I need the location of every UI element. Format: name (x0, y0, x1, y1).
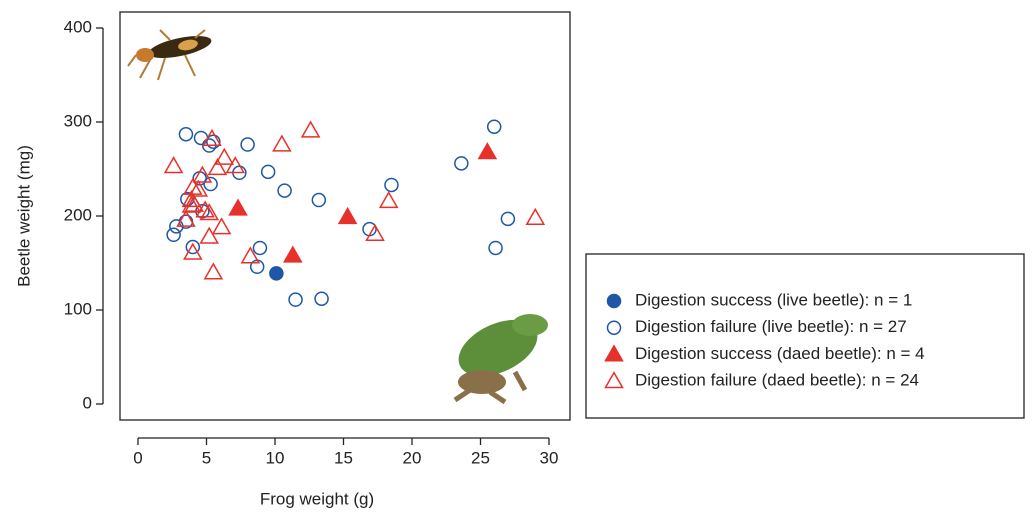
circle-marker (252, 240, 268, 256)
circle-marker (203, 176, 218, 192)
circle-marker (185, 239, 201, 255)
triangle-marker (181, 195, 202, 213)
triangle-marker (192, 165, 213, 183)
triangle-marker (477, 142, 498, 160)
legend-label: Digestion failure (daed beetle): n = 24 (635, 371, 919, 390)
y-tick-label: 300 (64, 111, 92, 130)
x-tick-label: 0 (133, 448, 142, 467)
circle-marker (240, 137, 255, 152)
triangle-marker (195, 200, 215, 218)
x-tick-label: 20 (403, 448, 422, 467)
triangle-marker (283, 245, 303, 263)
triangle-marker (188, 179, 209, 197)
circle-marker (277, 183, 292, 198)
legend-label: Digestion failure (live beetle): n = 27 (635, 317, 907, 336)
circle-marker (311, 192, 327, 208)
y-tick-label: 0 (83, 393, 92, 412)
triangle-marker (525, 207, 546, 226)
triangle-marker (184, 194, 204, 212)
circle-marker (606, 320, 622, 335)
triangle-marker (240, 246, 261, 264)
circle-marker (454, 156, 469, 171)
triangle-marker (225, 156, 246, 174)
triangle-marker (378, 190, 399, 209)
triangle-marker (202, 128, 222, 147)
legend-frame (585, 253, 1025, 419)
circle-marker (166, 227, 181, 243)
y-axis-label: Beetle weight (mg) (14, 145, 33, 287)
circle-marker (269, 266, 284, 281)
triangle-marker (300, 120, 321, 138)
circle-marker (288, 292, 303, 307)
circle-marker (500, 211, 516, 227)
legend-label: Digestion success (daed beetle): n = 4 (635, 344, 925, 363)
triangle-marker (214, 147, 235, 165)
circle-marker (384, 177, 399, 193)
triangle-marker (176, 209, 196, 227)
x-tick-label: 5 (202, 448, 211, 467)
x-tick-label: 10 (266, 448, 285, 467)
triangle-marker (337, 206, 358, 225)
plot-frame (119, 11, 571, 421)
circle-marker (314, 291, 329, 306)
x-tick-label: 15 (334, 448, 353, 467)
triangle-marker (199, 203, 220, 221)
triangle-marker (211, 217, 232, 235)
triangle-marker (272, 134, 292, 152)
circle-marker (486, 119, 502, 134)
triangle-marker (604, 371, 624, 389)
triangle-marker (207, 158, 228, 176)
triangle-marker (365, 223, 385, 241)
y-tick-label: 200 (64, 205, 92, 224)
x-tick-label: 25 (471, 448, 490, 467)
circle-marker (488, 240, 503, 256)
triangle-marker (228, 198, 248, 216)
frog-icon (453, 314, 548, 405)
triangle-marker (183, 242, 203, 260)
circle-marker (606, 293, 622, 309)
triangle-marker (163, 156, 184, 174)
circle-marker (178, 126, 194, 142)
triangle-marker (604, 344, 624, 362)
x-axis-label: Frog weight (g) (260, 489, 374, 508)
legend-label: Digestion success (live beetle): n = 1 (635, 290, 912, 309)
triangle-marker (203, 262, 224, 280)
y-tick-label: 100 (64, 299, 92, 318)
beetle-icon (127, 29, 212, 81)
triangle-marker (199, 226, 220, 244)
circle-marker (206, 134, 221, 149)
x-tick-label: 30 (540, 448, 559, 467)
y-tick-label: 400 (64, 17, 92, 36)
circle-marker (260, 164, 276, 180)
